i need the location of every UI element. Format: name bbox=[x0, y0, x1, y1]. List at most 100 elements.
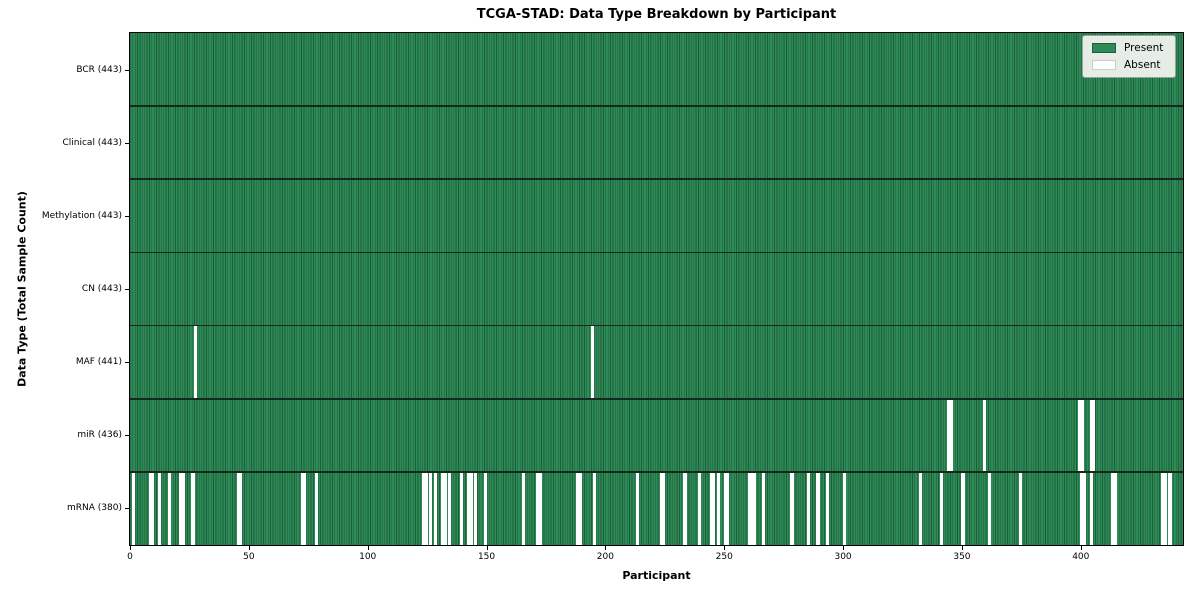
row-separator bbox=[130, 251, 1183, 254]
absent-bar-mrna-247 bbox=[716, 471, 720, 545]
absent-bar-mrna-293 bbox=[826, 471, 830, 545]
y-tick-mark bbox=[125, 69, 129, 71]
row-separator bbox=[130, 397, 1183, 400]
absent-bar-mir-400 bbox=[1080, 398, 1084, 472]
absent-bar-mrna-223 bbox=[659, 471, 663, 545]
absent-bar-mrna-172 bbox=[538, 471, 542, 545]
x-tick-mark bbox=[843, 546, 845, 550]
absent-bar-mrna-278 bbox=[790, 471, 794, 545]
y-tick-mark bbox=[125, 289, 129, 290]
absent-swatch bbox=[1092, 59, 1116, 70]
absent-bar-mrna-262 bbox=[752, 471, 756, 545]
y-tick-label-maf: MAF (441) bbox=[75, 357, 122, 368]
y-tick-mark bbox=[125, 508, 129, 510]
absent-bar-mrna-21 bbox=[179, 471, 183, 545]
absent-bar-mrna-1 bbox=[131, 471, 136, 545]
x-tick-label-200: 200 bbox=[596, 552, 614, 562]
absent-bar-mrna-361 bbox=[987, 471, 991, 545]
absent-bar-mrna-195 bbox=[593, 471, 597, 545]
legend-item-absent: Absent bbox=[1092, 58, 1166, 71]
absent-bar-mrna-244 bbox=[709, 471, 713, 545]
legend: Present Absent bbox=[1082, 35, 1176, 78]
absent-bar-mrna-145 bbox=[474, 471, 478, 545]
absent-bar-mrna-171 bbox=[536, 471, 540, 545]
x-tick-label-300: 300 bbox=[834, 552, 852, 562]
absent-bar-mrna-250 bbox=[723, 471, 728, 545]
x-tick-label-0: 0 bbox=[127, 552, 133, 562]
x-tick-mark bbox=[248, 546, 250, 550]
absent-bar-mrna-46 bbox=[238, 471, 243, 545]
absent-bar-maf-27 bbox=[193, 325, 197, 399]
absent-bar-mrna-350 bbox=[961, 471, 965, 545]
row-separator bbox=[130, 178, 1183, 181]
row-separator bbox=[130, 324, 1183, 327]
absent-bar-mrna-189 bbox=[578, 471, 583, 545]
x-tick-mark bbox=[130, 546, 131, 550]
absent-bar-mrna-142 bbox=[467, 471, 471, 545]
absent-bar-mrna-414 bbox=[1113, 471, 1117, 545]
legend-label-absent: Absent bbox=[1124, 58, 1161, 71]
y-tick-mark bbox=[125, 362, 129, 364]
absent-bar-mrna-434 bbox=[1161, 471, 1165, 545]
absent-bar-mrna-400 bbox=[1080, 471, 1084, 545]
absent-bar-mrna-8 bbox=[148, 471, 152, 545]
x-tick-mark bbox=[1080, 546, 1082, 550]
absent-bar-mrna-123 bbox=[421, 471, 426, 545]
x-tick-label-400: 400 bbox=[1072, 552, 1090, 562]
legend-item-present: Present bbox=[1092, 43, 1166, 54]
x-tick-label-150: 150 bbox=[477, 552, 496, 562]
absent-bar-mrna-260 bbox=[747, 471, 751, 545]
y-tick-label-mir: miR (436) bbox=[77, 430, 122, 441]
absent-bar-mrna-143 bbox=[469, 471, 473, 545]
absent-bar-mrna-16 bbox=[167, 471, 171, 545]
absent-bar-mrna-251 bbox=[726, 471, 730, 545]
x-tick-mark bbox=[367, 546, 369, 550]
heatmap-plot-area bbox=[130, 33, 1183, 545]
absent-bar-mrna-126 bbox=[429, 471, 433, 545]
absent-bar-mrna-261 bbox=[749, 471, 754, 545]
x-tick-mark bbox=[486, 546, 488, 550]
absent-bar-mir-399 bbox=[1077, 398, 1082, 472]
absent-bar-mrna-131 bbox=[440, 471, 445, 545]
absent-bar-mrna-233 bbox=[683, 471, 687, 545]
x-tick-mark bbox=[724, 546, 726, 550]
y-tick-label-mrna: mRNA (380) bbox=[67, 503, 122, 514]
absent-bar-maf-194 bbox=[590, 325, 594, 399]
x-tick-label-50: 50 bbox=[243, 552, 255, 562]
absent-bar-mrna-132 bbox=[443, 471, 447, 545]
absent-bar-mrna-213 bbox=[635, 471, 640, 545]
absent-bar-mrna-9 bbox=[150, 471, 155, 545]
y-tick-mark bbox=[125, 142, 129, 144]
x-tick-mark bbox=[605, 546, 607, 550]
absent-bar-mrna-332 bbox=[918, 471, 922, 545]
absent-bar-mrna-374 bbox=[1018, 471, 1022, 545]
absent-bar-mrna-45 bbox=[236, 471, 240, 545]
absent-bar-mrna-134 bbox=[448, 471, 452, 545]
absent-bar-mrna-139 bbox=[459, 471, 464, 545]
absent-bar-mir-359 bbox=[982, 398, 987, 472]
absent-bar-mrna-435 bbox=[1163, 471, 1167, 545]
x-tick-label-350: 350 bbox=[953, 552, 971, 562]
absent-bar-mrna-341 bbox=[940, 471, 944, 545]
y-tick-label-bcr: BCR (443) bbox=[76, 64, 122, 75]
absent-bar-mir-344 bbox=[947, 398, 951, 472]
x-tick-label-100: 100 bbox=[359, 552, 377, 562]
x-axis-title: Participant bbox=[622, 569, 691, 582]
absent-bar-mrna-239 bbox=[697, 471, 701, 545]
absent-bar-mrna-124 bbox=[424, 471, 428, 545]
absent-bar-mrna-128 bbox=[433, 471, 438, 545]
x-tick-label-250: 250 bbox=[715, 552, 733, 562]
absent-bar-mrna-404 bbox=[1089, 471, 1094, 545]
absent-bar-mrna-73 bbox=[303, 471, 307, 545]
absent-bar-mrna-413 bbox=[1111, 471, 1115, 545]
absent-bar-mrna-12 bbox=[158, 471, 162, 545]
y-tick-mark bbox=[125, 435, 129, 437]
absent-bar-mir-405 bbox=[1092, 398, 1096, 472]
absent-bar-mrna-78 bbox=[314, 471, 319, 545]
absent-bar-mrna-401 bbox=[1082, 471, 1086, 545]
y-tick-label-methylation: Methylation (443) bbox=[41, 210, 122, 221]
row-separator bbox=[130, 105, 1183, 107]
absent-bar-mrna-285 bbox=[806, 471, 811, 545]
absent-bar-mrna-289 bbox=[816, 471, 820, 545]
